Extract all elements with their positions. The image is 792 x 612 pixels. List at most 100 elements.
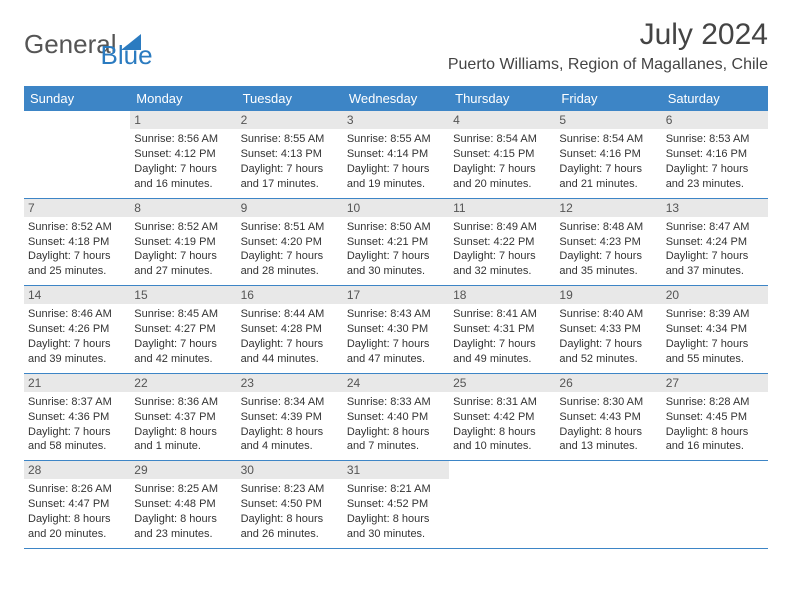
calendar-day-cell: 17Sunrise: 8:43 AMSunset: 4:30 PMDayligh… [343, 286, 449, 373]
day-info-line: and 37 minutes. [666, 264, 764, 279]
day-info-line: and 17 minutes. [241, 177, 339, 192]
day-number: 2 [237, 111, 343, 129]
day-info-line: Sunrise: 8:56 AM [134, 132, 232, 147]
logo-blue: Blue [101, 40, 153, 71]
calendar-day-cell: 10Sunrise: 8:50 AMSunset: 4:21 PMDayligh… [343, 199, 449, 286]
day-info-line: Daylight: 7 hours [28, 425, 126, 440]
calendar-day-cell: 30Sunrise: 8:23 AMSunset: 4:50 PMDayligh… [237, 461, 343, 548]
day-info-line: Daylight: 7 hours [453, 249, 551, 264]
calendar-day-cell: 15Sunrise: 8:45 AMSunset: 4:27 PMDayligh… [130, 286, 236, 373]
calendar-day-cell: 13Sunrise: 8:47 AMSunset: 4:24 PMDayligh… [662, 199, 768, 286]
day-info-line: Sunrise: 8:39 AM [666, 307, 764, 322]
day-number: 25 [449, 374, 555, 392]
day-info-line: Sunrise: 8:54 AM [559, 132, 657, 147]
day-info-line: Sunset: 4:27 PM [134, 322, 232, 337]
day-info-line: Sunrise: 8:44 AM [241, 307, 339, 322]
day-info-line: and 16 minutes. [134, 177, 232, 192]
day-info-line: Daylight: 7 hours [666, 162, 764, 177]
calendar-day-cell: 29Sunrise: 8:25 AMSunset: 4:48 PMDayligh… [130, 461, 236, 548]
day-number: 9 [237, 199, 343, 217]
day-info-line: and 49 minutes. [453, 352, 551, 367]
day-info-line: Sunrise: 8:53 AM [666, 132, 764, 147]
calendar-day-cell: 27Sunrise: 8:28 AMSunset: 4:45 PMDayligh… [662, 374, 768, 461]
day-info-line: Sunrise: 8:52 AM [28, 220, 126, 235]
day-number: 30 [237, 461, 343, 479]
day-info-line: Daylight: 8 hours [347, 512, 445, 527]
day-number: 28 [24, 461, 130, 479]
title-block: July 2024 Puerto Williams, Region of Mag… [448, 18, 768, 74]
calendar-day-cell: 23Sunrise: 8:34 AMSunset: 4:39 PMDayligh… [237, 374, 343, 461]
day-info-line: Sunset: 4:30 PM [347, 322, 445, 337]
day-info-line: Daylight: 7 hours [453, 337, 551, 352]
calendar-day-cell: 22Sunrise: 8:36 AMSunset: 4:37 PMDayligh… [130, 374, 236, 461]
day-info-line: Daylight: 7 hours [347, 162, 445, 177]
day-number: 21 [24, 374, 130, 392]
calendar-empty-cell [449, 461, 555, 548]
day-info-line: Daylight: 8 hours [28, 512, 126, 527]
calendar-day-cell: 31 Sunrise: 8:21 AMSunset: 4:52 PMDayligh… [343, 461, 449, 548]
calendar-day-cell: 19Sunrise: 8:40 AMSunset: 4:33 PMDayligh… [555, 286, 661, 373]
day-info-line: Sunrise: 8:23 AM [241, 482, 339, 497]
day-number: 4 [449, 111, 555, 129]
day-info-line: Sunrise: 8:46 AM [28, 307, 126, 322]
day-info-line: and 42 minutes. [134, 352, 232, 367]
day-info-line: Sunset: 4:52 PM [347, 497, 445, 512]
day-number: 17 [343, 286, 449, 304]
calendar-day-cell: 8Sunrise: 8:52 AMSunset: 4:19 PMDaylight… [130, 199, 236, 286]
day-info-line: Sunset: 4:16 PM [666, 147, 764, 162]
day-number: 19 [555, 286, 661, 304]
day-header: Thursday [449, 86, 555, 111]
day-info-line: and 4 minutes. [241, 439, 339, 454]
day-number: 31 [343, 461, 449, 479]
day-info-line: Sunset: 4:39 PM [241, 410, 339, 425]
day-info-line: Sunset: 4:20 PM [241, 235, 339, 250]
day-info-line: and 23 minutes. [134, 527, 232, 542]
day-info-line: Sunset: 4:31 PM [453, 322, 551, 337]
day-number: 5 [555, 111, 661, 129]
day-info-line: Sunrise: 8:21 AM [347, 482, 445, 497]
day-number: 22 [130, 374, 236, 392]
day-info-line: and 39 minutes. [28, 352, 126, 367]
day-info-line: Sunrise: 8:47 AM [666, 220, 764, 235]
day-info-line: Daylight: 8 hours [241, 512, 339, 527]
day-info-line: and 13 minutes. [559, 439, 657, 454]
day-info-line: Daylight: 8 hours [347, 425, 445, 440]
day-info-line: and 23 minutes. [666, 177, 764, 192]
day-number: 3 [343, 111, 449, 129]
day-info-line: Daylight: 8 hours [666, 425, 764, 440]
location-text: Puerto Williams, Region of Magallanes, C… [448, 56, 768, 74]
day-info-line: Daylight: 8 hours [241, 425, 339, 440]
calendar-empty-cell [24, 111, 130, 198]
day-info-line: Daylight: 7 hours [241, 337, 339, 352]
calendar-day-cell: 14Sunrise: 8:46 AMSunset: 4:26 PMDayligh… [24, 286, 130, 373]
day-info-line: Sunset: 4:14 PM [347, 147, 445, 162]
day-number: 29 [130, 461, 236, 479]
day-info-line: and 16 minutes. [666, 439, 764, 454]
day-info-line: Sunset: 4:33 PM [559, 322, 657, 337]
day-info-line: Sunrise: 8:55 AM [241, 132, 339, 147]
day-number: 11 [449, 199, 555, 217]
calendar-day-cell: 6Sunrise: 8:53 AMSunset: 4:16 PMDaylight… [662, 111, 768, 198]
calendar-week-row: 14Sunrise: 8:46 AMSunset: 4:26 PMDayligh… [24, 286, 768, 374]
calendar: SundayMondayTuesdayWednesdayThursdayFrid… [24, 86, 768, 549]
day-info-line: and 21 minutes. [559, 177, 657, 192]
day-number: 12 [555, 199, 661, 217]
day-info-line: Sunrise: 8:55 AM [347, 132, 445, 147]
day-info-line: Sunset: 4:47 PM [28, 497, 126, 512]
day-info-line: and 1 minute. [134, 439, 232, 454]
calendar-day-cell: 21Sunrise: 8:37 AMSunset: 4:36 PMDayligh… [24, 374, 130, 461]
day-info-line: Sunrise: 8:28 AM [666, 395, 764, 410]
day-number: 24 [343, 374, 449, 392]
day-info-line: Sunset: 4:24 PM [666, 235, 764, 250]
calendar-week-row: 7Sunrise: 8:52 AMSunset: 4:18 PMDaylight… [24, 199, 768, 287]
day-info-line: Sunset: 4:22 PM [453, 235, 551, 250]
day-info-line: and 44 minutes. [241, 352, 339, 367]
day-header: Monday [130, 86, 236, 111]
day-info-line: Sunset: 4:37 PM [134, 410, 232, 425]
day-info-line: Sunset: 4:28 PM [241, 322, 339, 337]
day-info-line: Daylight: 7 hours [347, 337, 445, 352]
day-info-line: and 30 minutes. [347, 527, 445, 542]
calendar-day-cell: 3 Sunrise: 8:55 AMSunset: 4:14 PMDaylight… [343, 111, 449, 198]
day-info-line: Daylight: 8 hours [134, 425, 232, 440]
day-info-line: Daylight: 7 hours [241, 162, 339, 177]
